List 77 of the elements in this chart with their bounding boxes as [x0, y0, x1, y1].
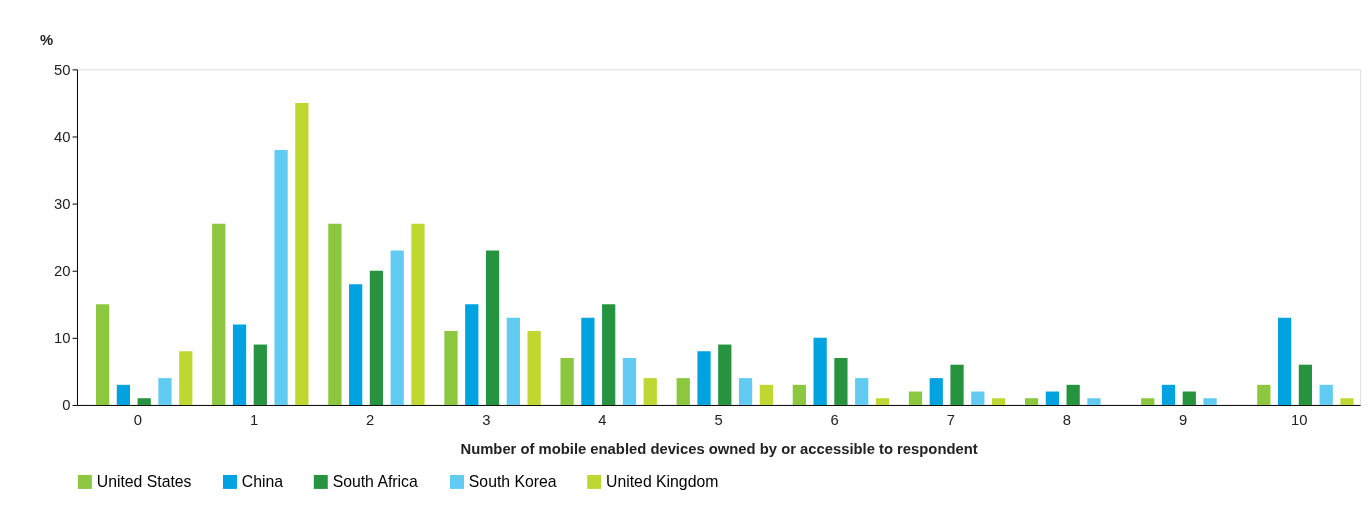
bar	[328, 223, 342, 405]
bar	[855, 378, 869, 405]
bar	[908, 391, 923, 405]
bar	[834, 357, 848, 405]
x-axis-title: Number of mobile enabled devices owned by or accessible to respondent	[460, 440, 978, 457]
bar	[253, 344, 267, 405]
bar	[1024, 398, 1039, 405]
bar	[179, 351, 193, 405]
bar	[971, 391, 985, 405]
bar	[527, 331, 541, 405]
bar	[232, 324, 247, 405]
bar	[1161, 384, 1176, 405]
bar	[1319, 384, 1333, 405]
bar	[718, 344, 732, 405]
x-tick-label: 0	[133, 412, 143, 429]
legend-label: United Kingdom	[606, 472, 719, 490]
bar	[950, 364, 964, 405]
bar	[581, 317, 595, 405]
bar	[1182, 391, 1196, 405]
x-tick-label: 2	[366, 412, 375, 429]
bar	[643, 378, 657, 405]
bar	[602, 304, 616, 405]
bar	[444, 331, 458, 405]
bar	[1298, 364, 1313, 405]
bar	[212, 223, 226, 405]
bar	[295, 102, 309, 405]
bar	[411, 223, 425, 405]
x-tick-label: 1	[249, 412, 259, 429]
x-tick-label: 9	[1178, 412, 1188, 429]
bar	[991, 398, 1006, 405]
bar	[390, 250, 404, 405]
bar	[274, 149, 288, 405]
bar	[560, 357, 574, 405]
bar	[813, 337, 827, 405]
x-tick-label: 7	[946, 412, 955, 429]
bar	[1141, 398, 1155, 405]
y-tick-label: 30	[54, 196, 71, 213]
bar	[96, 304, 110, 405]
bar	[506, 317, 520, 405]
x-tick-label: 8	[1062, 412, 1072, 429]
bar	[1340, 398, 1354, 405]
bar	[485, 250, 500, 405]
bar	[349, 284, 363, 405]
bar	[1066, 384, 1080, 405]
bar	[697, 351, 711, 405]
x-tick-label: 10	[1290, 412, 1308, 429]
legend-label: China	[241, 472, 284, 490]
x-tick-label: 6	[830, 412, 839, 429]
y-axis-title: %	[39, 32, 54, 49]
bar	[1203, 398, 1217, 405]
legend-label: United States	[96, 472, 192, 490]
legend-label: South Africa	[332, 472, 418, 490]
bar	[1087, 398, 1101, 405]
bar	[116, 384, 131, 405]
bar	[676, 378, 690, 405]
x-tick-label: 3	[482, 412, 491, 429]
bar	[1278, 317, 1292, 405]
y-tick-label: 50	[54, 61, 71, 78]
y-tick-label: 20	[54, 263, 71, 280]
legend-label: South Korea	[468, 472, 557, 490]
bar	[369, 270, 384, 405]
x-tick-label: 4	[598, 412, 607, 429]
bar	[622, 357, 637, 405]
y-tick-label: 10	[54, 330, 71, 347]
bar	[1045, 391, 1059, 405]
bar	[929, 378, 943, 405]
y-tick-label: 40	[54, 128, 71, 145]
x-tick-label: 5	[714, 412, 723, 429]
bar	[1257, 384, 1271, 405]
bar	[465, 304, 479, 405]
bar	[137, 398, 151, 405]
bar	[875, 398, 890, 405]
bar	[792, 384, 806, 405]
bar	[738, 378, 753, 405]
bar	[759, 384, 773, 405]
y-tick-label: 0	[62, 397, 71, 414]
bar	[158, 378, 172, 405]
